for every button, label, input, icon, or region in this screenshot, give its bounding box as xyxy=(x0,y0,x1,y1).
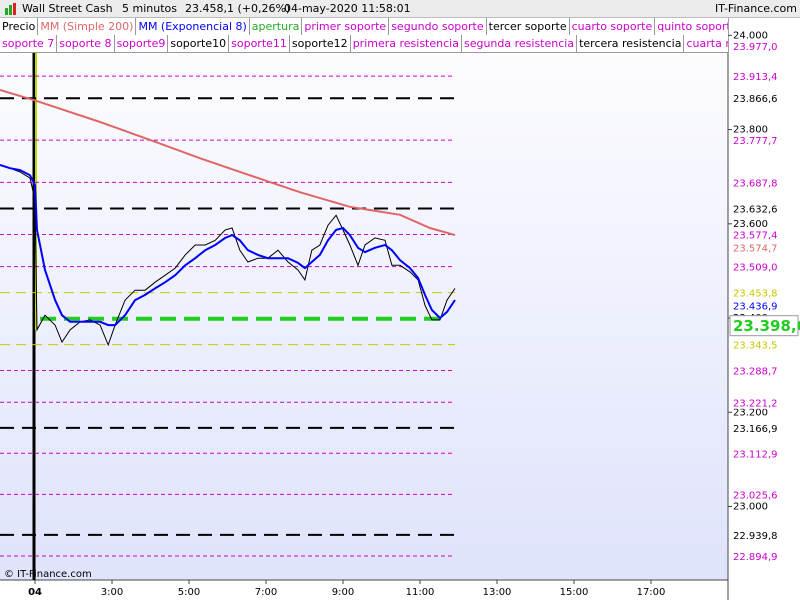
price-tag: 23.777,7 xyxy=(733,136,778,147)
price-tag: 23.632,6 xyxy=(733,204,778,215)
legend-item: cuarto soporte xyxy=(570,18,656,35)
price-tag-bg xyxy=(730,175,798,189)
series-line xyxy=(0,164,456,347)
y-tick-label: 23.800 xyxy=(733,125,768,136)
price-tag-bg xyxy=(730,421,798,435)
chart-title: Wall Street Cash xyxy=(22,2,113,15)
price-tag-bg xyxy=(730,260,798,274)
price-tag-bg xyxy=(730,201,798,215)
legend-item: primer soporte xyxy=(302,18,390,35)
price-tag: 23.398,6 xyxy=(733,317,800,335)
series-line xyxy=(0,163,456,327)
price-tag: 23.436,9 xyxy=(733,302,778,313)
legend-item: primera resistencia xyxy=(351,35,462,52)
timeframe: 5 minutos xyxy=(122,2,177,15)
price-tag-bg xyxy=(730,133,798,147)
icon-bar xyxy=(5,8,8,15)
legend-item: apertura xyxy=(250,18,303,35)
price-tag-bg xyxy=(730,240,798,254)
x-tick-label: 11:00 xyxy=(406,587,435,598)
series xyxy=(0,89,456,347)
legend-item: soporte10 xyxy=(168,35,230,52)
price-tag: 23.343,5 xyxy=(733,341,778,352)
legend-item: quinto soporte xyxy=(655,18,728,35)
legend-item: tercer soporte xyxy=(487,18,570,35)
y-tick-label: 23.000 xyxy=(733,501,768,512)
price-tag: 23.453,8 xyxy=(733,289,778,300)
timestamp: 04-may-2020 11:58:01 xyxy=(284,2,411,15)
price-tag-bg xyxy=(730,299,798,313)
legend-item: soporte 8 xyxy=(57,35,115,52)
price-tag: 23.025,6 xyxy=(733,490,778,501)
x-tick-label: 17:00 xyxy=(637,587,666,598)
legend-item: tercera resistencia xyxy=(577,35,685,52)
price-tag-bg xyxy=(730,91,798,105)
legend-item: soporte9 xyxy=(115,35,169,52)
price-tag: 23.166,9 xyxy=(733,424,778,435)
legend-item: Precio xyxy=(0,18,39,35)
icon-bar xyxy=(13,3,16,15)
footer: © IT-Finance.com xyxy=(4,569,92,580)
legend: Precio MM (Simple 200) MM (Exponencial 8) a… xyxy=(0,18,728,36)
x-tick-label: 7:00 xyxy=(255,587,277,598)
price-tag: 22.939,8 xyxy=(733,531,778,542)
x-tick-label: 15:00 xyxy=(560,587,589,598)
price-tag-bg xyxy=(730,395,798,409)
price-tag-bg xyxy=(730,528,798,542)
price-tag: 22.894,9 xyxy=(733,552,778,563)
price-tag-bg xyxy=(730,69,798,83)
legend-item: MM (Exponencial 8) xyxy=(136,18,250,35)
price-tag: 23.913,4 xyxy=(733,72,778,83)
price-tag-bg xyxy=(730,39,798,53)
x-tick-label: 3:00 xyxy=(101,587,123,598)
price-tag-bg xyxy=(730,549,798,563)
series-line xyxy=(0,89,456,237)
legend-item: MM (Simple 200) xyxy=(38,18,137,35)
price-tag: 23.288,7 xyxy=(733,366,778,377)
price-tag: 23.112,9 xyxy=(733,449,778,460)
price-tag: 23.221,2 xyxy=(733,398,778,409)
x-tick-label: 04 xyxy=(28,587,42,598)
y-tick-label: 23.600 xyxy=(733,219,768,230)
legend-item: soporte11 xyxy=(229,35,290,52)
price-tag: 23.577,4 xyxy=(733,230,778,241)
price-tag: 23.687,8 xyxy=(733,178,778,189)
x-tick-label: 9:00 xyxy=(332,587,354,598)
legend-item: cuarta resistencia xyxy=(684,35,728,52)
price-tag-bg xyxy=(730,286,798,300)
x-tick-label: 5:00 xyxy=(178,587,200,598)
price-tag-bg xyxy=(729,315,799,337)
axis: 23.00023.20023.40023.60023.80024.000043:… xyxy=(28,30,768,598)
legend-item: segunda resistencia xyxy=(462,35,578,52)
plot-background xyxy=(0,0,728,580)
legend-item: soporte12 xyxy=(290,35,351,52)
price-tag-bg xyxy=(730,487,798,501)
brand: IT-Finance.com xyxy=(715,2,797,15)
y-tick-label: 23.200 xyxy=(733,407,768,418)
last-price: 23.458,1 (+0,26%) xyxy=(185,2,291,15)
price-tag-bg xyxy=(730,446,798,460)
price-tag: 23.509,0 xyxy=(733,263,778,274)
legend: soporte 7 soporte 8 soporte9 soporte10 sopor… xyxy=(0,35,728,53)
price-tag-bg xyxy=(730,363,798,377)
price-tag: 23.977,0 xyxy=(733,42,778,53)
y-tick-label: 24.000 xyxy=(733,30,768,41)
legend-item: segundo soporte xyxy=(389,18,487,35)
x-axis-background xyxy=(0,580,728,600)
price-tag-bg xyxy=(730,227,798,241)
icon xyxy=(5,3,16,15)
price-tags: 23.977,0 23.913,4 23.866,6 23.777,7 23.687,8… xyxy=(729,39,800,563)
legend-item: soporte 7 xyxy=(0,35,58,52)
x-tick-label: 13:00 xyxy=(483,587,512,598)
title-bar: Wall Street Cash 5 minutos 23.458,1 (+0,… xyxy=(0,0,800,18)
icon-bar xyxy=(9,5,12,15)
price-tag: 23.574,7 xyxy=(733,243,778,254)
levels xyxy=(0,45,455,557)
price-tag-bg xyxy=(730,338,798,352)
price-tag: 23.866,6 xyxy=(733,94,778,105)
